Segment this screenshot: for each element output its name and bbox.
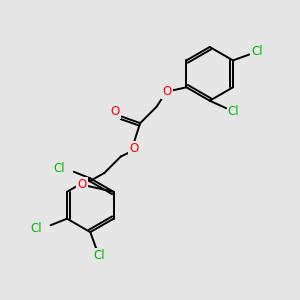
Text: O: O — [129, 142, 138, 155]
Text: Cl: Cl — [251, 45, 263, 58]
Text: Cl: Cl — [54, 162, 65, 175]
Text: O: O — [162, 85, 172, 98]
Text: O: O — [77, 178, 87, 191]
Text: Cl: Cl — [228, 105, 239, 118]
Text: O: O — [110, 105, 120, 118]
Text: Cl: Cl — [93, 249, 105, 262]
Text: Cl: Cl — [31, 222, 42, 235]
